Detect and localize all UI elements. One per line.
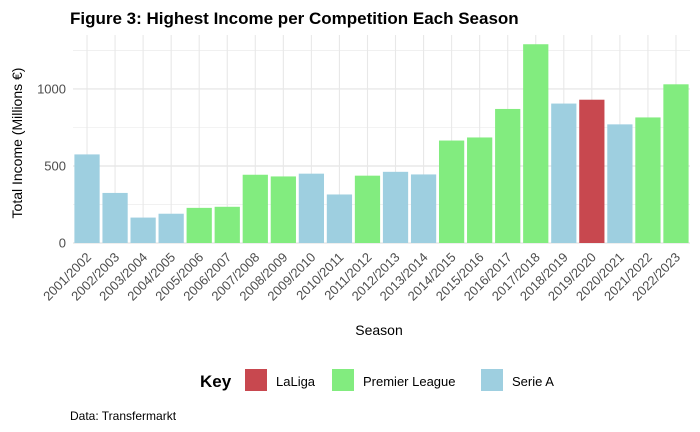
bar-2011-2012 xyxy=(354,175,381,243)
bar-2013-2014 xyxy=(410,174,437,243)
bar-2019-2020 xyxy=(579,99,605,243)
bar-2009-2010 xyxy=(298,173,325,243)
bar-2008-2009 xyxy=(270,176,296,243)
bar-2006-2007 xyxy=(214,206,240,243)
data-source-caption: Data: Transfermarkt xyxy=(70,409,177,423)
legend-swatch xyxy=(332,369,354,391)
bar-2012-2013 xyxy=(382,171,409,243)
legend-label: Serie A xyxy=(512,374,554,389)
x-axis-ticks: 2001/20022002/20032003/20042004/20052005… xyxy=(40,250,683,304)
y-axis-ticks: 0 500 1000 xyxy=(37,81,66,250)
legend-title: Key xyxy=(200,372,232,391)
bar-2017-2018 xyxy=(523,44,549,243)
legend-label: Premier League xyxy=(363,374,456,389)
bars xyxy=(74,44,689,244)
legend-swatch xyxy=(245,369,267,391)
bar-2015-2016 xyxy=(467,137,493,243)
bar-2002-2003 xyxy=(102,192,128,243)
y-tick-label: 1000 xyxy=(37,81,66,96)
bar-2016-2017 xyxy=(495,108,521,243)
chart-title: Figure 3: Highest Income per Competition… xyxy=(70,9,519,28)
bar-2022-2023 xyxy=(663,84,689,243)
x-axis-label: Season xyxy=(355,322,402,338)
legend-swatch xyxy=(481,369,503,391)
bar-2007-2008 xyxy=(242,174,268,243)
y-axis-label: Total Income (Millions €) xyxy=(9,68,25,219)
bar-2001-2002 xyxy=(74,154,100,243)
bar-2004-2005 xyxy=(158,213,184,243)
bar-2010-2011 xyxy=(326,194,353,243)
bar-2014-2015 xyxy=(438,140,465,243)
bar-2018-2019 xyxy=(551,103,577,244)
y-tick-label: 0 xyxy=(59,236,66,251)
bar-2021-2022 xyxy=(635,117,661,243)
bar-2005-2006 xyxy=(186,207,212,243)
y-tick-label: 500 xyxy=(44,158,66,173)
legend: Key LaLiga Premier League Serie A xyxy=(200,369,554,391)
bar-2003-2004 xyxy=(130,217,156,243)
bar-2020-2021 xyxy=(607,124,633,243)
legend-label: LaLiga xyxy=(276,374,316,389)
